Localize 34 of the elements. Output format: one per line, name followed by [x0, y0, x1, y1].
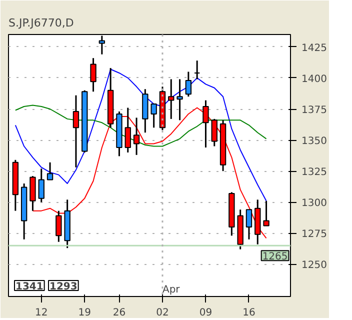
x-tick-label: 02 [156, 308, 169, 318]
y-tick-label: 1325 [302, 167, 327, 178]
candlestick [38, 168, 44, 203]
candlestick [246, 208, 252, 240]
y-tick-label: 1350 [302, 136, 327, 148]
y-tick-label: 1300 [302, 198, 327, 210]
candlestick [263, 200, 270, 226]
candlestick [168, 78, 174, 120]
y-tick-label: 1425 [302, 42, 327, 54]
y-tick-label: 1400 [302, 74, 327, 85]
y-tick-label: 1250 [302, 260, 327, 272]
line-series [14, 68, 267, 202]
annotation: 1293 [50, 282, 78, 292]
candlestick [185, 71, 192, 98]
y-tick-label: 1375 [302, 105, 327, 116]
x-tick-label: 26 [112, 308, 126, 318]
candlestick [46, 162, 54, 181]
annotation: 1341 [16, 282, 44, 292]
y-tick-label: 1275 [302, 229, 327, 240]
candlestick [211, 118, 218, 148]
x-tick-label: 12 [35, 308, 48, 318]
ref-line-label: 1265 [262, 252, 288, 263]
candlestick [72, 94, 80, 168]
x-tick-label: 09 [199, 308, 212, 318]
candlestick [133, 116, 140, 156]
x-tick-label: 16 [242, 308, 256, 318]
chart-title: S.JP.J6770,D [8, 16, 74, 30]
x-tick-label: 19 [78, 308, 91, 318]
candlestick [90, 57, 96, 92]
candlestick [194, 60, 200, 80]
line-series [14, 104, 267, 147]
annotation: Apr [162, 284, 181, 296]
candlestick [176, 78, 183, 121]
candlestick [150, 103, 157, 128]
